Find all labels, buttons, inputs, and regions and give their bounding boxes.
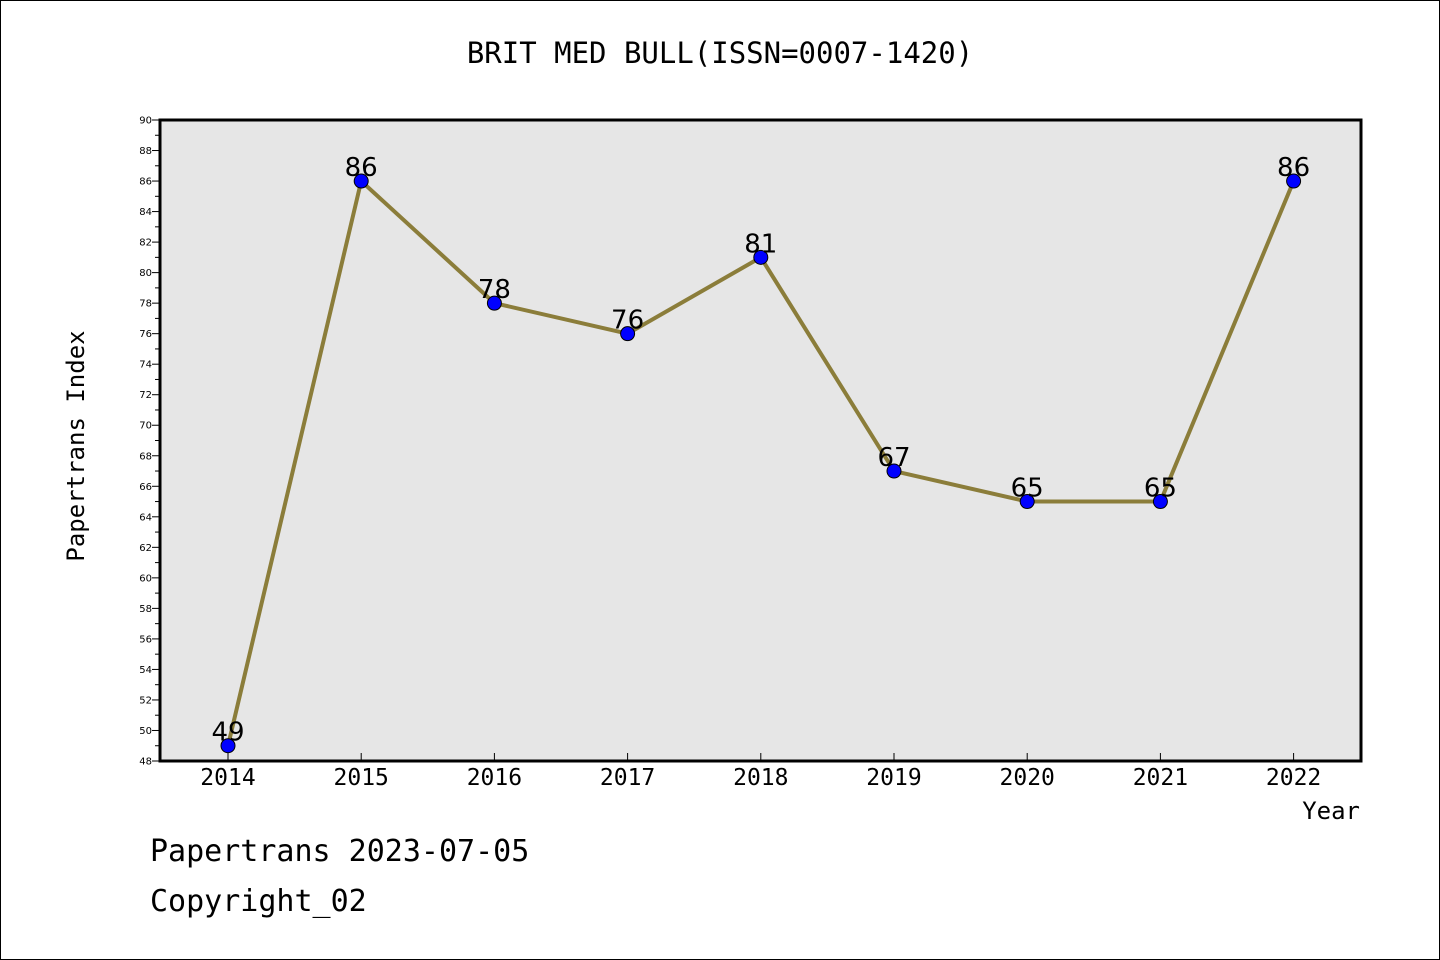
y-tick-label: 62 (139, 543, 152, 554)
data-point (353, 173, 369, 189)
y-tick-label: 54 (139, 665, 152, 676)
x-tick-label: 2015 (334, 765, 389, 791)
data-label: 76 (611, 306, 644, 336)
y-tick-label: 90 (139, 116, 152, 127)
y-tick-label: 52 (139, 695, 152, 706)
y-tick-label: 58 (139, 604, 152, 615)
x-tick-label: 2019 (866, 765, 921, 791)
data-point (1152, 494, 1168, 510)
y-tick-label: 76 (139, 329, 152, 340)
data-point (220, 738, 236, 754)
y-tick-label: 66 (139, 482, 152, 493)
y-tick-label: 88 (139, 146, 152, 157)
x-tick-label: 2022 (1266, 765, 1321, 791)
data-label: 67 (877, 443, 910, 473)
data-labels: 49 86 78 76 81 67 65 65 86 (211, 153, 1310, 748)
y-tick-label: 72 (139, 390, 152, 401)
x-tick-label: 2021 (1133, 765, 1188, 791)
data-label: 86 (345, 153, 378, 183)
y-tick-label: 78 (139, 299, 152, 310)
data-label: 81 (744, 229, 777, 259)
y-tick-label: 86 (139, 177, 152, 188)
data-label: 65 (1011, 474, 1044, 504)
y-tick-label: 74 (139, 360, 152, 371)
y-tick-label: 80 (139, 268, 152, 279)
footer-copyright: Copyright_02 (150, 884, 367, 919)
data-point (886, 463, 902, 479)
x-tick-label: 2017 (600, 765, 655, 791)
data-label: 65 (1144, 474, 1177, 504)
y-tick-label: 82 (139, 238, 152, 249)
y-tick-label: 84 (139, 207, 152, 218)
data-label: 78 (478, 275, 511, 305)
y-tick-label: 48 (139, 757, 152, 768)
footer-date: Papertrans 2023-07-05 (150, 834, 530, 869)
data-label: 49 (211, 718, 244, 748)
y-tick-label: 60 (139, 573, 152, 584)
data-point (1286, 173, 1302, 189)
x-tick-label: 2014 (200, 765, 255, 791)
x-axis: 2014 2015 2016 2017 2018 2019 2020 2021 2022 (200, 753, 1321, 791)
chart-title: BRIT MED BULL(ISSN=0007-1420) (466, 36, 974, 70)
data-series (220, 173, 1302, 754)
data-point (753, 249, 769, 265)
data-point (1019, 494, 1035, 510)
data-point (486, 295, 502, 311)
x-axis-title: Year (1302, 797, 1360, 825)
x-tick-label: 2018 (733, 765, 788, 791)
y-tick-label: 50 (139, 726, 152, 737)
x-tick-label: 2020 (1000, 765, 1055, 791)
y-tick-label: 68 (139, 451, 152, 462)
plot-area (158, 118, 1363, 763)
data-point (620, 326, 636, 342)
y-axis: 48 50 52 54 56 58 60 62 64 66 68 70 72 74 76 78 80 82 84 86… (139, 116, 160, 768)
y-tick-label: 70 (139, 421, 152, 432)
y-axis-title: Papertrans Index (62, 330, 90, 562)
data-label: 86 (1277, 153, 1310, 183)
y-tick-label: 64 (139, 512, 152, 523)
y-tick-label: 56 (139, 634, 152, 645)
x-tick-label: 2016 (467, 765, 522, 791)
